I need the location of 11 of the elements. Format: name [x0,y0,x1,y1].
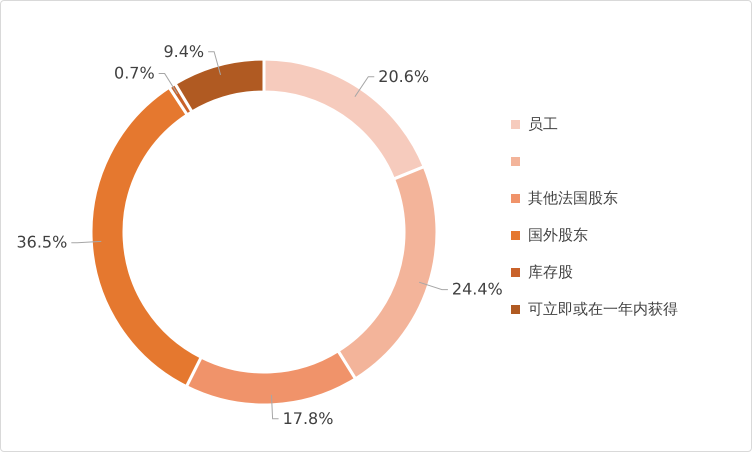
data-label: 20.6% [378,66,430,86]
data-label: 17.8% [282,408,334,428]
data-label: 24.4% [452,280,503,299]
legend-label: 可立即或在一年内获得 [528,300,678,318]
legend-label: 其他法国股东 [528,188,618,208]
data-label: 0.7% [114,64,155,83]
legend-label: 库存股 [528,262,573,282]
legend-label: 员工 [528,114,558,134]
data-label: 36.5% [16,232,68,252]
data-label: 9.4% [163,42,204,61]
legend-label: 国外股东 [528,226,588,244]
